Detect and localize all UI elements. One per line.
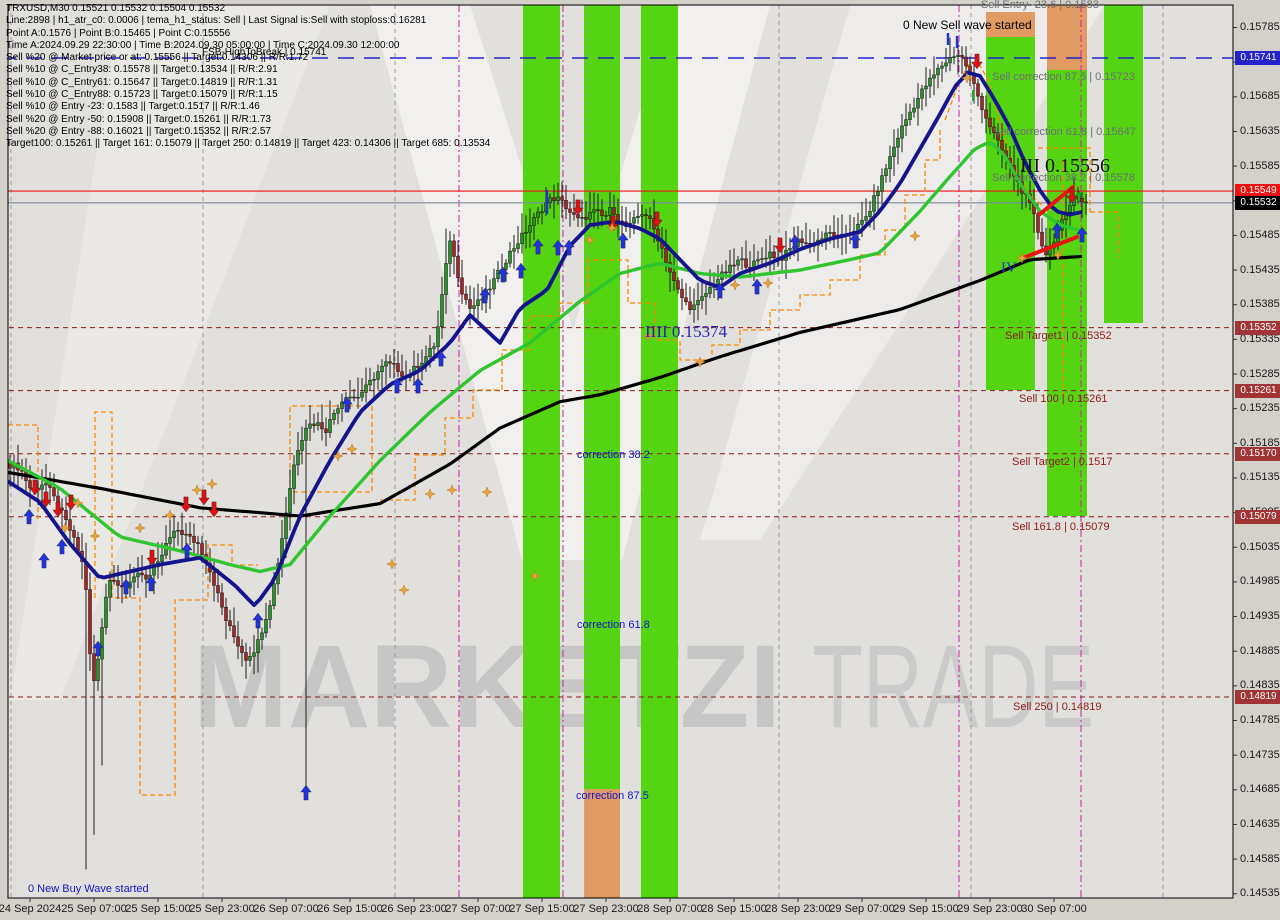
diagonal-streak-2 — [10, 5, 330, 700]
ma-fast-navy — [8, 70, 1083, 607]
signal-band-green — [986, 37, 1035, 390]
buy-arrow-icon — [38, 552, 50, 569]
stop-line — [289, 405, 373, 493]
sell-arrow-icon — [29, 479, 41, 496]
buy-arrow-icon — [412, 377, 424, 394]
buy-arrow-icon — [92, 640, 104, 657]
sell-arrow-icon — [572, 199, 584, 216]
buy-arrow-icon — [341, 396, 353, 413]
trendline — [1021, 235, 1079, 260]
price-level-box: 0.15549 — [1235, 184, 1280, 199]
buy-arrow-icon — [617, 232, 629, 249]
star-icon — [332, 450, 344, 462]
watermark-text: MARKETZI — [193, 621, 781, 753]
buy-arrow-icon — [23, 508, 35, 525]
price-level-box: 0.15352 — [1235, 320, 1280, 335]
buy-arrow-icon — [1076, 226, 1088, 243]
price-level-box: 0.15741 — [1235, 51, 1280, 65]
buy-arrow-icon — [532, 238, 544, 255]
buy-arrow-icon — [391, 377, 403, 394]
star-icon — [909, 230, 921, 242]
signal-band-orange — [584, 789, 620, 898]
stop-line — [587, 130, 941, 361]
price-level-box: 0.15079 — [1235, 509, 1280, 524]
signal-band-green — [523, 5, 560, 898]
buy-arrow-icon — [479, 287, 491, 304]
sell-arrow-icon — [40, 491, 52, 508]
star-icon — [134, 522, 146, 534]
signal-band-green — [641, 5, 678, 898]
signal-band-green — [1047, 70, 1087, 516]
price-level-box: 0.15170 — [1235, 446, 1280, 461]
exit-arrow-icon — [1075, 190, 1083, 202]
star-icon — [729, 279, 741, 291]
star-icon — [446, 484, 458, 496]
star-icon — [642, 330, 654, 342]
sell-arrow-icon — [52, 501, 64, 518]
star-icon — [89, 530, 101, 542]
star-icon — [424, 488, 436, 500]
candlestick-series — [8, 37, 1088, 870]
buy-arrow-icon — [552, 239, 564, 256]
signal-band-orange — [1047, 5, 1087, 70]
stop-line — [380, 302, 588, 501]
price-level-box: 0.15532 — [1235, 195, 1280, 210]
star-icon — [164, 509, 176, 521]
star-icon — [1052, 249, 1064, 261]
sell-arrow-icon — [198, 489, 210, 506]
signal-band-orange — [986, 12, 1035, 37]
star-icon — [529, 570, 541, 582]
buy-arrow-icon — [497, 266, 509, 283]
sell-arrow-icon — [146, 549, 158, 566]
star-icon — [694, 356, 706, 368]
sell-arrow-icon — [971, 53, 983, 70]
star-icon — [398, 584, 410, 596]
sell-arrow-icon — [208, 501, 220, 518]
star-icon — [59, 522, 71, 534]
buy-arrow-icon — [435, 350, 447, 367]
sell-arrow-icon — [180, 496, 192, 513]
star-icon — [206, 478, 218, 490]
buy-arrow-icon — [120, 578, 132, 595]
buy-arrow-icon — [300, 784, 312, 801]
buy-arrow-icon — [563, 239, 575, 256]
stop-line — [1090, 211, 1119, 258]
trendline — [1038, 185, 1075, 216]
buy-arrow-icon — [714, 282, 726, 299]
star-icon — [1016, 252, 1028, 264]
star-icon — [762, 277, 774, 289]
star-icon — [606, 222, 618, 234]
buy-arrow-icon — [1051, 222, 1063, 239]
buy-arrow-icon — [56, 538, 68, 555]
star-icon — [584, 234, 596, 246]
watermark-text-2: TRADE — [812, 621, 1094, 753]
plot-frame — [7, 4, 1234, 899]
buy-arrow-icon — [252, 612, 264, 629]
star-icon — [191, 484, 203, 496]
price-level-box: 0.15261 — [1235, 383, 1280, 398]
stop-line — [94, 411, 258, 796]
stop-line — [1038, 147, 1091, 212]
buy-arrow-icon — [515, 262, 527, 279]
star-icon — [481, 486, 493, 498]
sell-arrow-icon — [651, 211, 663, 228]
price-level-box: 0.14819 — [1235, 689, 1280, 704]
buy-arrow-icon — [789, 234, 801, 251]
buy-arrow-icon — [849, 232, 861, 249]
star-icon — [72, 497, 84, 509]
star-icon — [961, 72, 973, 84]
star-icon — [386, 558, 398, 570]
signal-band-green — [1104, 5, 1143, 323]
buy-arrow-icon — [181, 542, 193, 559]
star-icon — [346, 443, 358, 455]
sell-arrow-icon — [774, 237, 786, 254]
buy-arrow-icon — [145, 575, 157, 592]
buy-arrow-icon — [751, 278, 763, 295]
